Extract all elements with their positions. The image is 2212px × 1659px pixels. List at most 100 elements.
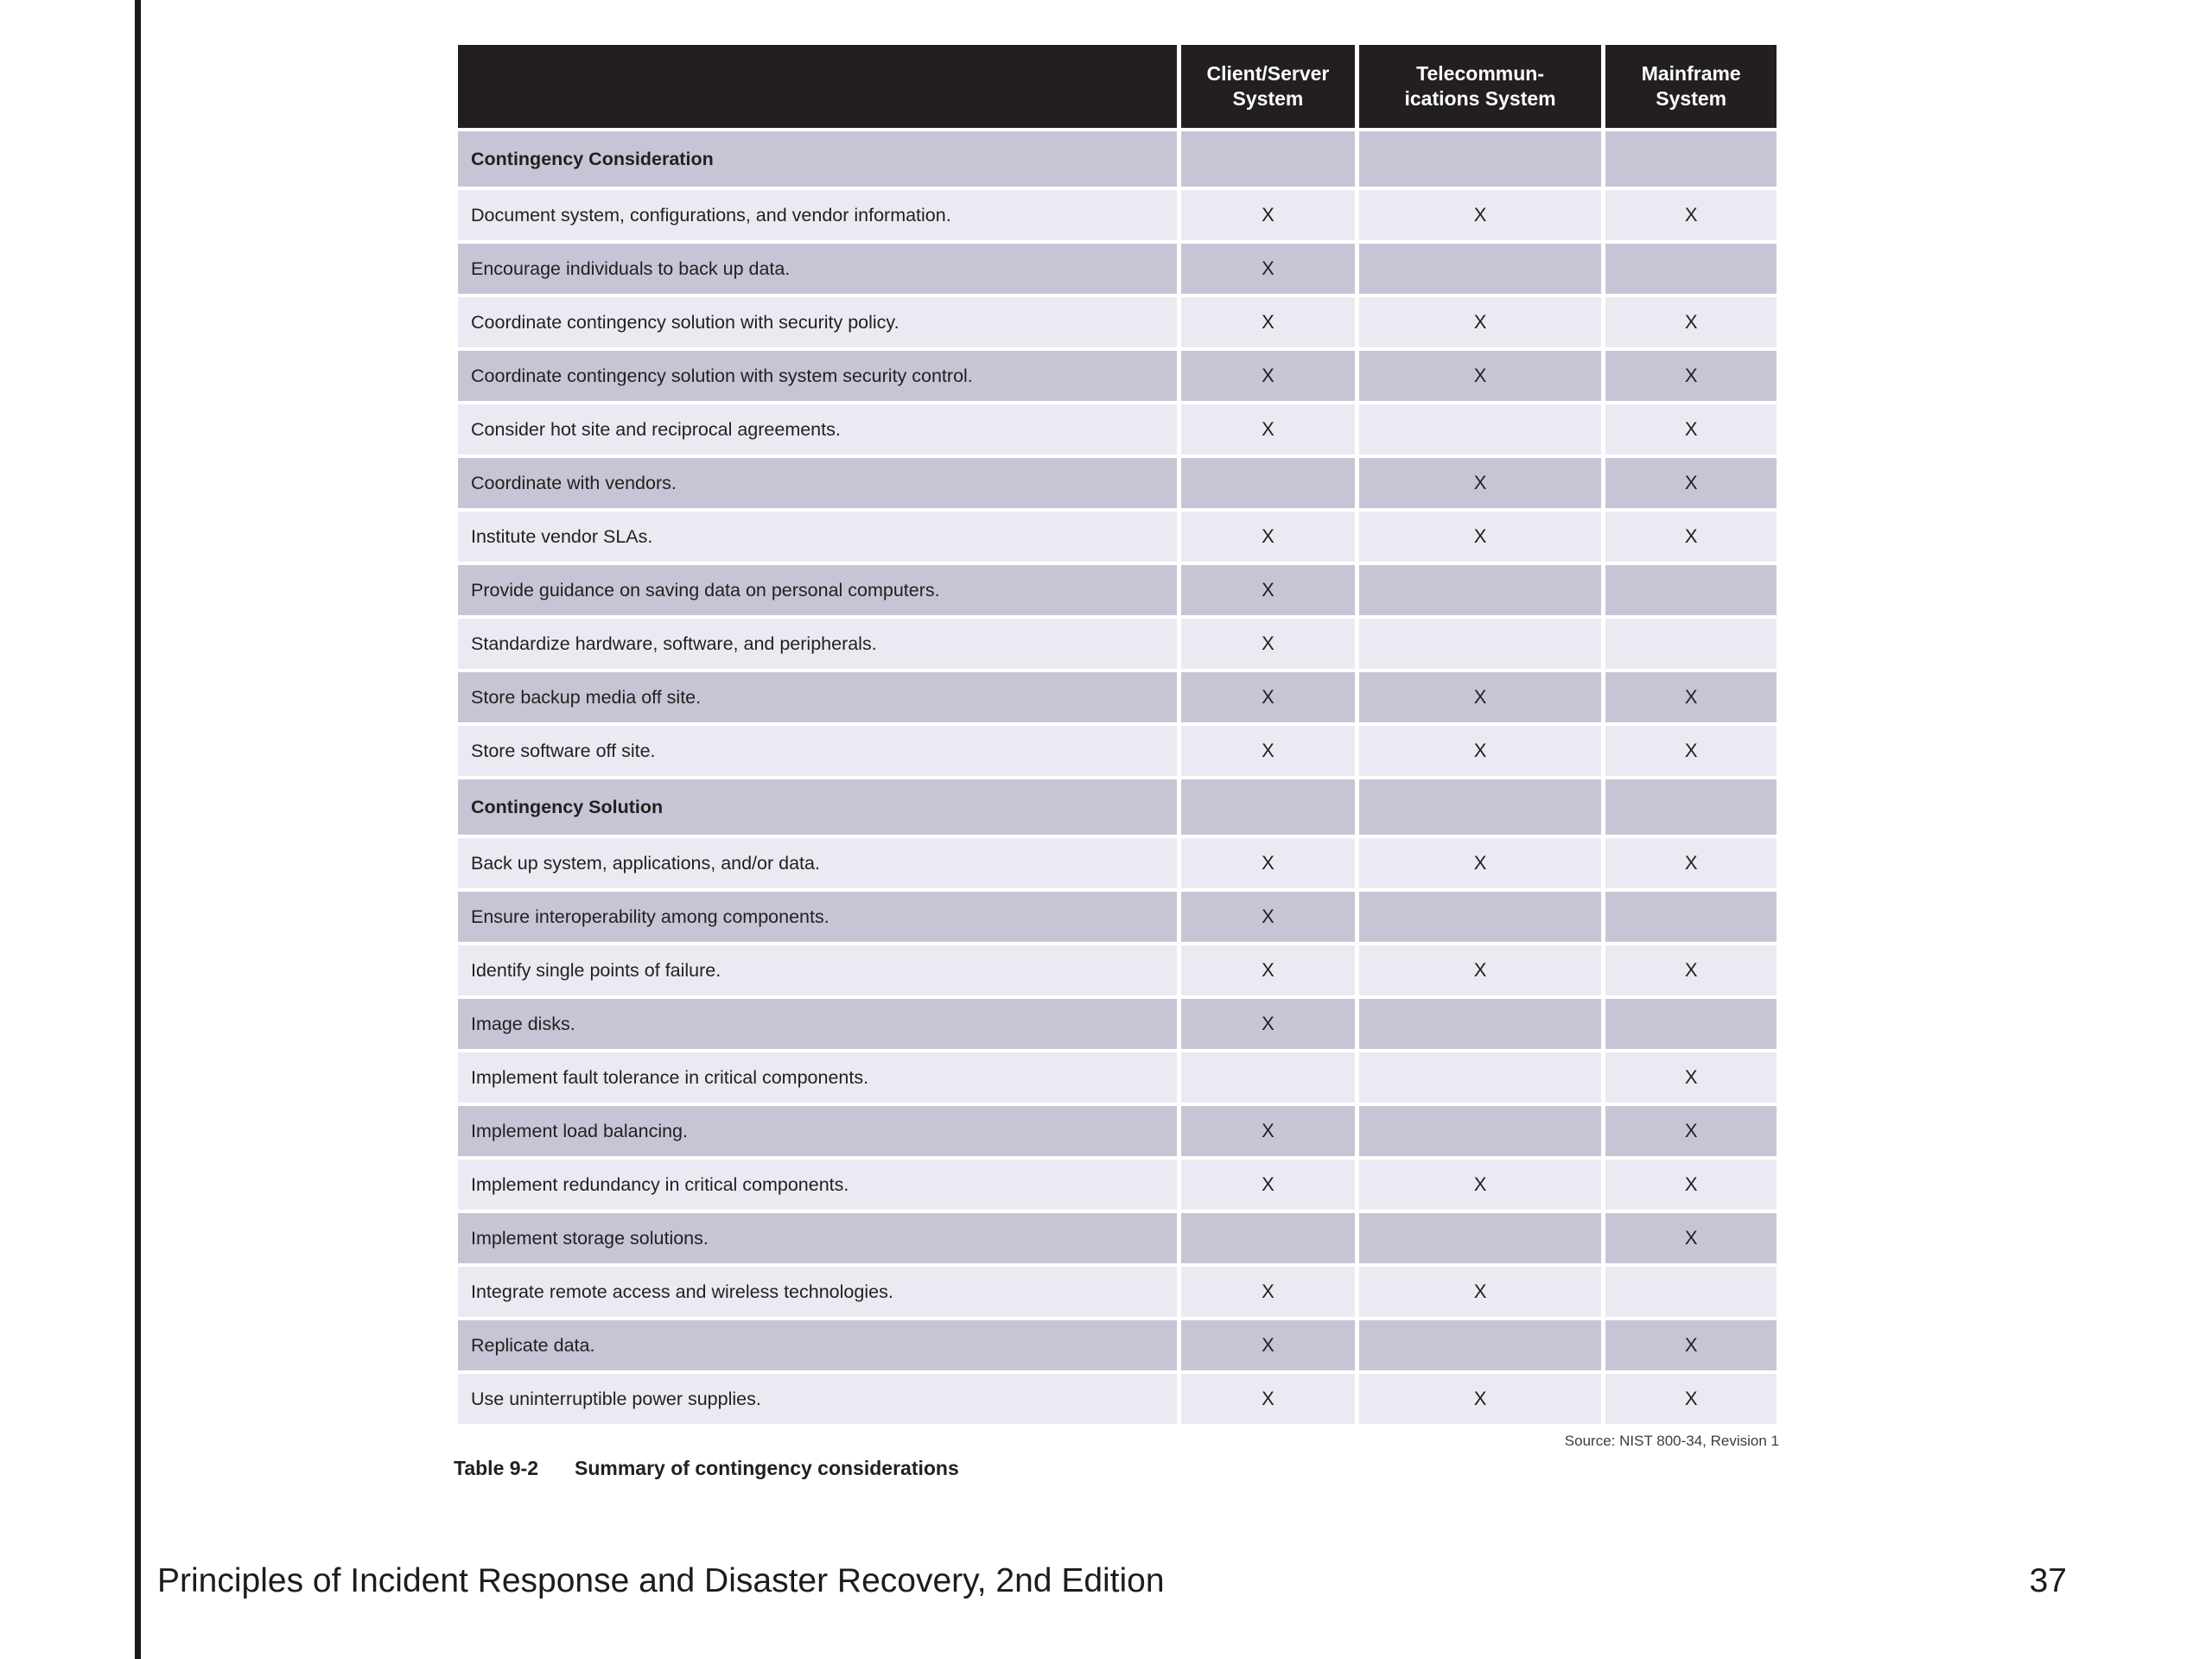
footer-title: Principles of Incident Response and Disa…	[157, 1562, 1165, 1599]
page-number: 37	[2029, 1562, 2067, 1599]
mark-cell-cs: X	[1181, 512, 1355, 562]
mark-cell-cs: X	[1181, 838, 1355, 888]
table-row: Use uninterruptible power supplies. X X X	[458, 1374, 1777, 1424]
slide-footer: Principles of Incident Response and Disa…	[157, 1562, 2067, 1600]
table-row: Provide guidance on saving data on perso…	[458, 565, 1777, 615]
mark-cell-mf: X	[1605, 672, 1777, 722]
row-label: Use uninterruptible power supplies.	[458, 1374, 1178, 1424]
mark-cell-tel: X	[1358, 1267, 1602, 1317]
row-label: Back up system, applications, and/or dat…	[458, 838, 1178, 888]
mark-cell-mf	[1605, 1267, 1777, 1317]
table-row: Institute vendor SLAs. X X X	[458, 512, 1777, 562]
mark-cell-mf: X	[1605, 1374, 1777, 1424]
mark-cell-tel: X	[1358, 297, 1602, 347]
mark-cell-mf: X	[1605, 190, 1777, 240]
table-row: Coordinate contingency solution with sys…	[458, 351, 1777, 401]
mark-cell-cs: X	[1181, 672, 1355, 722]
section-row: Contingency Solution	[458, 779, 1777, 835]
mark-cell-tel: X	[1358, 838, 1602, 888]
table-row: Ensure interoperability among components…	[458, 892, 1777, 942]
table-row: Encourage individuals to back up data. X	[458, 244, 1777, 294]
corner-header-cell	[458, 45, 1178, 128]
mark-cell-mf: X	[1605, 1052, 1777, 1103]
row-label: Contingency Solution	[458, 779, 1178, 835]
table-row: Coordinate with vendors. X X	[458, 458, 1777, 508]
slide-edge-bar	[135, 0, 141, 1659]
row-label: Coordinate with vendors.	[458, 458, 1178, 508]
header-label: Client/Server	[1206, 62, 1330, 85]
row-label: Store backup media off site.	[458, 672, 1178, 722]
mark-cell-tel: X	[1358, 512, 1602, 562]
table-row: Implement load balancing. X X	[458, 1106, 1777, 1156]
mark-cell-tel: X	[1358, 945, 1602, 995]
mark-cell-cs: X	[1181, 945, 1355, 995]
table-row: Store software off site. X X X	[458, 726, 1777, 776]
mark-cell-tel	[1358, 131, 1602, 187]
table-row: Implement redundancy in critical compone…	[458, 1160, 1777, 1210]
row-label: Document system, configurations, and ven…	[458, 190, 1178, 240]
mark-cell-tel: X	[1358, 1374, 1602, 1424]
mark-cell-mf	[1605, 619, 1777, 669]
mark-cell-cs: X	[1181, 565, 1355, 615]
mark-cell-cs: X	[1181, 892, 1355, 942]
mark-cell-mf	[1605, 131, 1777, 187]
table-row: Implement storage solutions. X	[458, 1213, 1777, 1263]
mark-cell-mf	[1605, 999, 1777, 1049]
header-label: System	[1656, 87, 1727, 110]
mark-cell-mf: X	[1605, 945, 1777, 995]
mark-cell-tel	[1358, 244, 1602, 294]
row-label: Identify single points of failure.	[458, 945, 1178, 995]
mark-cell-mf: X	[1605, 351, 1777, 401]
header-row: Client/Server System Telecommun- ication…	[458, 45, 1777, 128]
table-row: Replicate data. X X	[458, 1320, 1777, 1370]
mark-cell-tel	[1358, 1320, 1602, 1370]
mark-cell-tel	[1358, 619, 1602, 669]
mark-cell-mf: X	[1605, 838, 1777, 888]
mark-cell-cs	[1181, 458, 1355, 508]
mark-cell-tel: X	[1358, 1160, 1602, 1210]
table-row: Store backup media off site. X X X	[458, 672, 1777, 722]
table-row: Integrate remote access and wireless tec…	[458, 1267, 1777, 1317]
row-label: Encourage individuals to back up data.	[458, 244, 1178, 294]
mark-cell-mf: X	[1605, 404, 1777, 454]
source-note: Source: NIST 800-34, Revision 1	[1564, 1433, 1779, 1449]
mark-cell-cs: X	[1181, 244, 1355, 294]
table-row: Document system, configurations, and ven…	[458, 190, 1777, 240]
mark-cell-mf	[1605, 892, 1777, 942]
mark-cell-tel: X	[1358, 458, 1602, 508]
mark-cell-mf: X	[1605, 1160, 1777, 1210]
table-row: Identify single points of failure. X X X	[458, 945, 1777, 995]
contingency-table: Client/Server System Telecommun- ication…	[454, 41, 1781, 1427]
mark-cell-mf: X	[1605, 1106, 1777, 1156]
mark-cell-mf	[1605, 779, 1777, 835]
mark-cell-cs: X	[1181, 1320, 1355, 1370]
mark-cell-cs: X	[1181, 619, 1355, 669]
row-label: Contingency Consideration	[458, 131, 1178, 187]
row-label: Standardize hardware, software, and peri…	[458, 619, 1178, 669]
caption-text: Summary of contingency considerations	[575, 1457, 959, 1479]
row-label: Implement fault tolerance in critical co…	[458, 1052, 1178, 1103]
mark-cell-cs: X	[1181, 1106, 1355, 1156]
mark-cell-cs: X	[1181, 297, 1355, 347]
header-label: Telecommun-	[1416, 62, 1544, 85]
mark-cell-tel: X	[1358, 351, 1602, 401]
mark-cell-mf	[1605, 244, 1777, 294]
mark-cell-mf: X	[1605, 458, 1777, 508]
table-row: Standardize hardware, software, and peri…	[458, 619, 1777, 669]
header-label: Mainframe	[1641, 62, 1741, 85]
mark-cell-cs: X	[1181, 190, 1355, 240]
mark-cell-mf	[1605, 565, 1777, 615]
mark-cell-cs: X	[1181, 1374, 1355, 1424]
mark-cell-cs: X	[1181, 726, 1355, 776]
mark-cell-tel	[1358, 1213, 1602, 1263]
row-label: Implement redundancy in critical compone…	[458, 1160, 1178, 1210]
table-row: Coordinate contingency solution with sec…	[458, 297, 1777, 347]
mark-cell-tel	[1358, 404, 1602, 454]
mark-cell-cs	[1181, 131, 1355, 187]
column-header-client-server: Client/Server System	[1181, 45, 1355, 128]
mark-cell-cs: X	[1181, 999, 1355, 1049]
row-label: Implement storage solutions.	[458, 1213, 1178, 1263]
table-row: Back up system, applications, and/or dat…	[458, 838, 1777, 888]
mark-cell-cs: X	[1181, 351, 1355, 401]
mark-cell-tel: X	[1358, 726, 1602, 776]
